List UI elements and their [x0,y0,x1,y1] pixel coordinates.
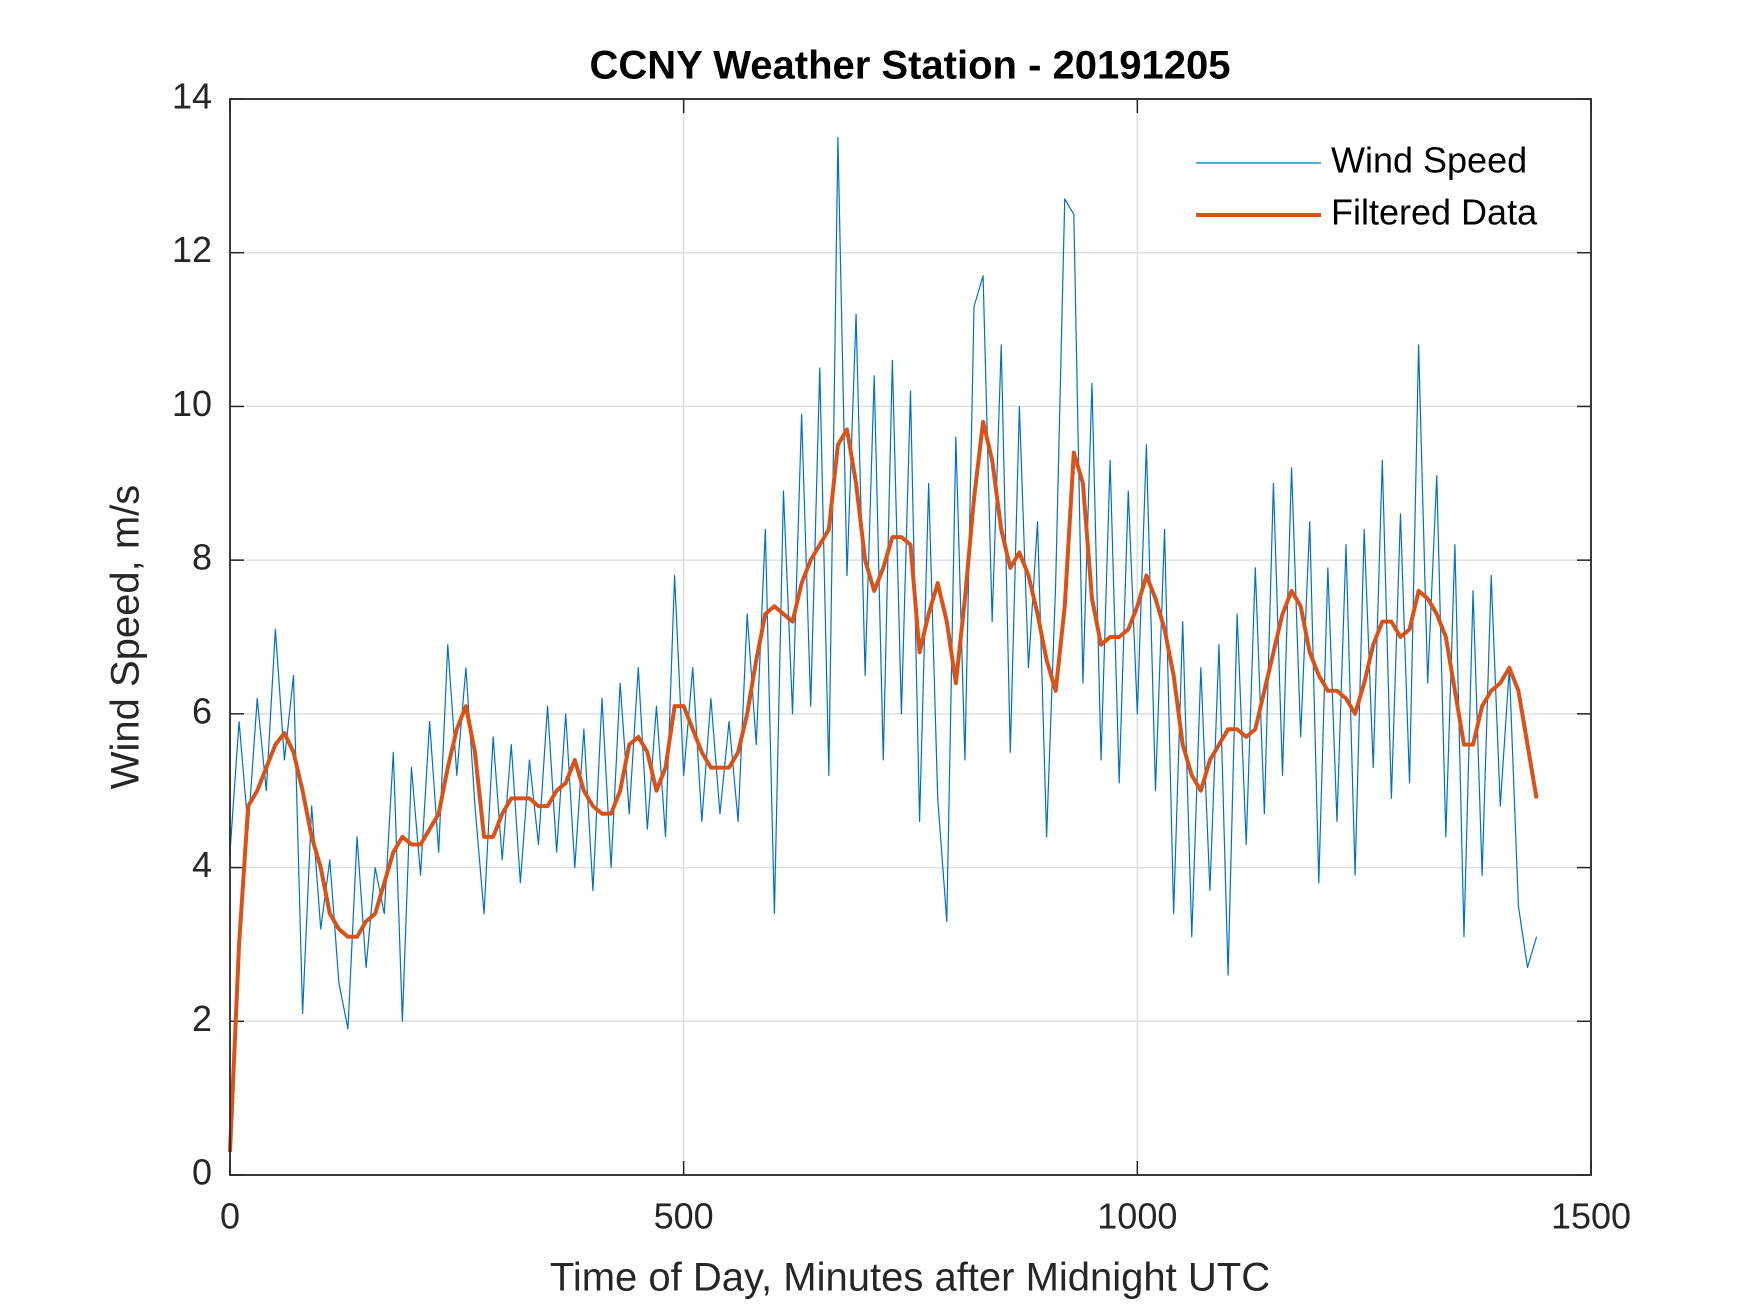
legend-label: Wind Speed [1331,140,1527,181]
chart-title: CCNY Weather Station - 20191205 [590,44,1231,88]
x-axis-label: Time of Day, Minutes after Midnight UTC [550,1256,1270,1300]
y-tick-label: 6 [192,690,212,731]
y-tick-label: 2 [192,998,212,1039]
y-tick-label: 8 [192,537,212,578]
y-tick-label: 14 [172,76,212,117]
legend-label: Filtered Data [1331,192,1538,233]
x-tick-label: 1000 [1097,1196,1177,1237]
data-line [229,136,1538,1030]
y-tick-label: 10 [172,383,212,424]
data-line [228,419,1539,1153]
x-tick-label: 500 [654,1196,714,1237]
axes-box [229,98,1592,1176]
y-tick-label: 0 [192,1152,212,1193]
y-axis-label: Wind Speed, m/s [104,485,148,790]
y-tick-label: 4 [192,844,212,885]
y-tick-label: 12 [172,229,212,270]
x-tick-label: 1500 [1551,1196,1631,1237]
x-tick-label: 0 [220,1196,240,1237]
